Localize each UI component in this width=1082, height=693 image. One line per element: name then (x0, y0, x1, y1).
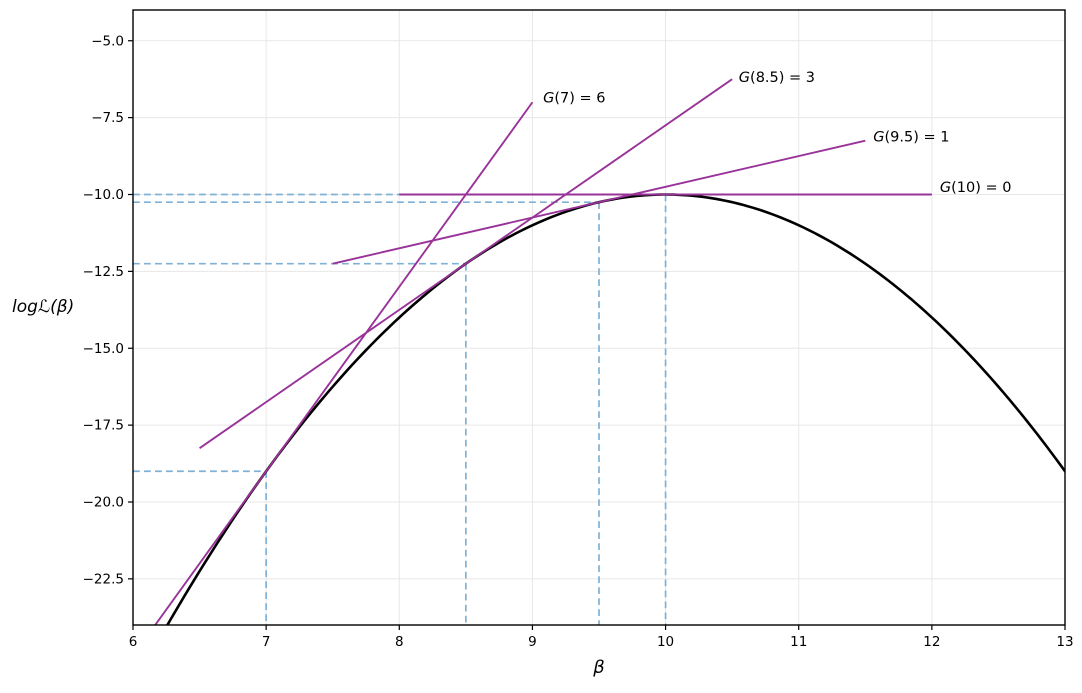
plot-frame (132, 9, 1066, 626)
y-tick-label: −20.0 (83, 495, 124, 511)
x-tick-label: 7 (262, 634, 271, 650)
axis-ticks (128, 40, 1066, 630)
gradient-label: G(8.5) = 3 (739, 70, 815, 86)
gradient-label: G(9.5) = 1 (873, 130, 949, 146)
y-tick-label: −22.5 (83, 571, 124, 587)
x-tick-label: 10 (657, 634, 674, 650)
x-tick-label: 13 (1056, 634, 1073, 650)
x-tick-label: 6 (129, 634, 138, 650)
y-tick-label: −12.5 (83, 264, 124, 280)
gradient-label: G(7) = 6 (543, 91, 605, 107)
tangent-line (199, 78, 733, 449)
y-tick-label: −5.0 (91, 33, 124, 49)
y-tick-label: −15.0 (83, 341, 124, 357)
x-tick-label: 8 (395, 634, 404, 650)
axis-tick-labels: 6 7 8 9 10 11 12 13 −5.0 −7.5 −10.0 −12.5 −15.0 −17.5… (83, 33, 1074, 650)
y-axis-label: logℒ(β) (12, 297, 74, 317)
y-tick-label: −17.5 (83, 418, 124, 434)
x-tick-label: 11 (790, 634, 807, 650)
x-tick-label: 9 (528, 634, 537, 650)
x-tick-label: 12 (923, 634, 940, 650)
y-tick-label: −10.0 (83, 187, 124, 203)
x-axis-label: β (592, 657, 605, 678)
y-tick-label: −7.5 (91, 110, 124, 126)
tangent-lines (154, 78, 932, 625)
gradient-label: G(10) = 0 (940, 180, 1012, 196)
tangent-line (332, 139, 866, 265)
